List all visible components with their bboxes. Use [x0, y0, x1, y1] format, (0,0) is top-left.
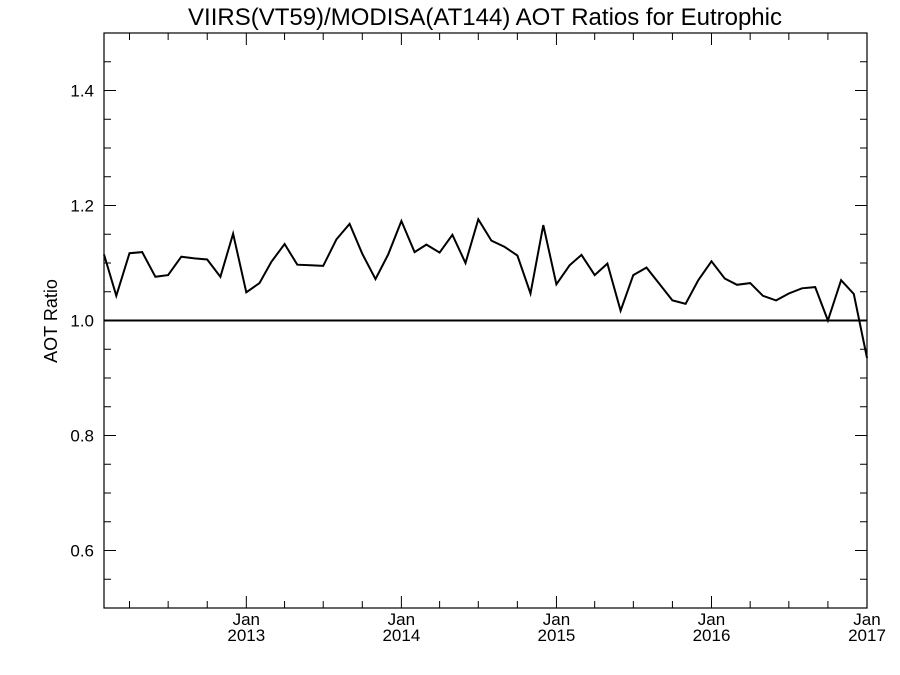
y-tick-label: 0.6: [70, 542, 94, 561]
y-axis-label: AOT Ratio: [41, 279, 61, 363]
x-tick-label-year: 2015: [538, 626, 576, 645]
y-tick-label: 1.4: [70, 82, 94, 101]
x-tick-label-month: Jan: [698, 610, 725, 629]
y-tick-label: 0.8: [70, 427, 94, 446]
x-tick-label-month: Jan: [233, 610, 260, 629]
x-tick-label-month: Jan: [388, 610, 415, 629]
plot-frame: [103, 32, 868, 609]
x-tick-label-year: 2017: [848, 626, 886, 645]
chart-title: VIIRS(VT59)/MODISA(AT144) AOT Ratios for…: [188, 4, 782, 31]
x-tick-label-month: Jan: [853, 610, 880, 629]
x-tick-label-year: 2014: [382, 626, 420, 645]
aot-ratio-series-line: [103, 216, 868, 359]
y-tick-label: 1.2: [70, 197, 94, 216]
plot-area: 0.60.81.01.21.4Jan2013Jan2014Jan2015Jan2…: [70, 32, 886, 645]
x-tick-label-year: 2016: [693, 626, 731, 645]
x-tick-label-year: 2013: [227, 626, 265, 645]
x-tick-label-month: Jan: [543, 610, 570, 629]
y-tick-label: 1.0: [70, 312, 94, 331]
